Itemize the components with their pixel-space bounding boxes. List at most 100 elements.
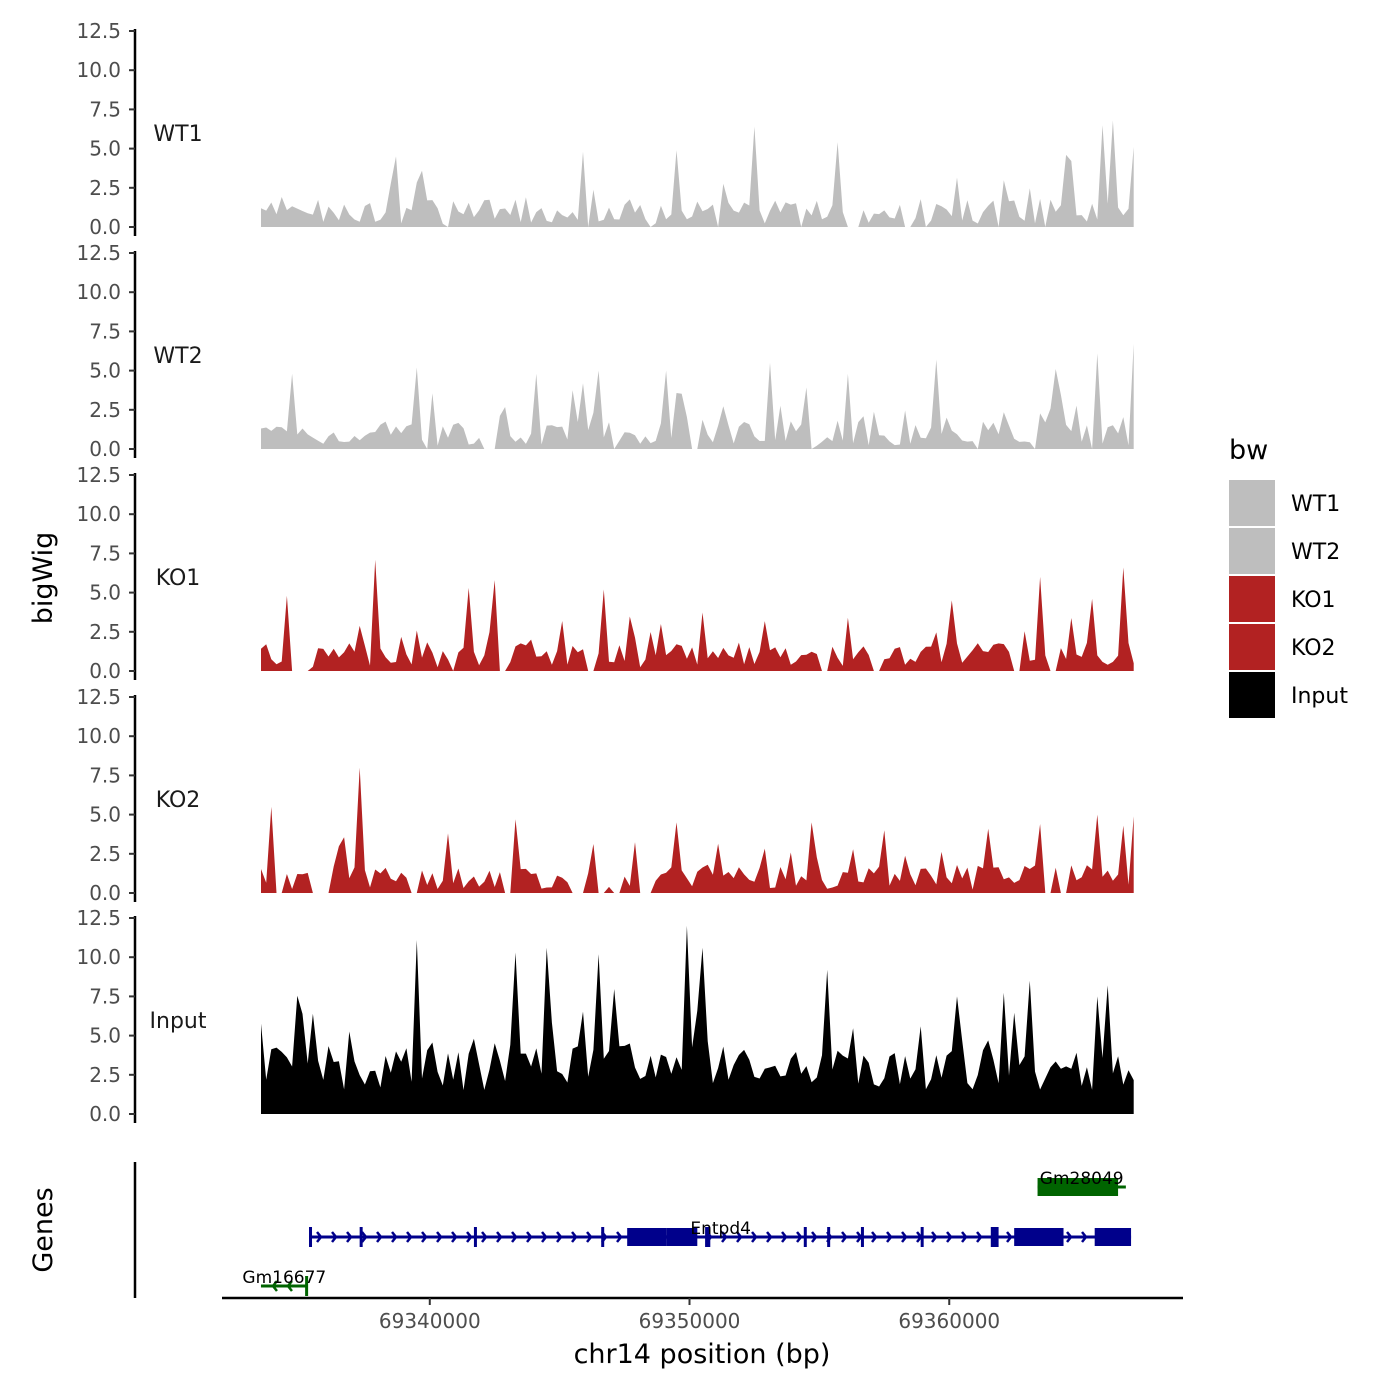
gene-models: Gm28049 Entpd4 Gm16677 — [242, 1169, 1132, 1296]
strand-arrow — [1081, 1231, 1088, 1243]
coverage-area — [261, 767, 1134, 893]
legend-swatch — [1229, 528, 1275, 574]
legend-entry-wt2: WT2 — [1229, 528, 1340, 574]
y-tick-label: 2.5 — [89, 842, 121, 866]
gene-exon — [705, 1227, 711, 1247]
legend-label: Input — [1291, 684, 1348, 709]
y-tick-label: 2.5 — [89, 176, 121, 200]
strand-arrow — [316, 1231, 323, 1243]
legend-swatch — [1229, 624, 1275, 670]
legend-label: KO2 — [1291, 636, 1336, 661]
gene-exon — [309, 1227, 313, 1247]
y-tick-label: 7.5 — [89, 541, 121, 565]
y-axis-title: bigWig — [28, 532, 59, 625]
track-label: Input — [150, 1009, 207, 1034]
strand-arrow — [871, 1231, 878, 1243]
y-tick-label: 10.0 — [76, 945, 121, 969]
gene-label: Gm16677 — [242, 1268, 326, 1288]
gene-exon — [627, 1228, 667, 1246]
strand-arrow — [1006, 1231, 1013, 1243]
y-tick-label: 7.5 — [89, 97, 121, 121]
gene-exon — [1094, 1228, 1132, 1246]
legend: bw WT1 WT2 KO1 KO2 Input — [1229, 435, 1348, 718]
strand-arrow — [271, 1280, 278, 1292]
strand-arrow — [466, 1231, 473, 1243]
strand-arrow — [496, 1231, 503, 1243]
strand-arrow — [331, 1231, 338, 1243]
strand-arrow — [391, 1231, 398, 1243]
strand-arrow — [526, 1231, 533, 1243]
gene-exon — [990, 1227, 999, 1247]
gene-exon — [601, 1227, 605, 1247]
x-axis-ticks: 69340000 69350000 69360000 — [379, 1298, 1000, 1333]
gene-gm28049: Gm28049 — [1037, 1169, 1126, 1196]
y-tick-label: 2.5 — [89, 1063, 121, 1087]
y-tick-label: 10.0 — [76, 280, 121, 304]
gene-label: Gm28049 — [1040, 1169, 1124, 1189]
y-tick-label: 10.0 — [76, 58, 121, 82]
strand-arrow — [406, 1231, 413, 1243]
strand-arrow — [511, 1231, 518, 1243]
strand-arrow — [481, 1231, 488, 1243]
legend-label: KO1 — [1291, 588, 1336, 613]
legend-label: WT2 — [1291, 540, 1340, 565]
x-axis-title: chr14 position (bp) — [574, 1339, 831, 1370]
legend-entry-wt1: WT1 — [1229, 480, 1340, 526]
y-tick-label: 5.0 — [89, 581, 121, 605]
y-tick-label: 12.5 — [76, 685, 121, 709]
gene-exon — [920, 1227, 924, 1247]
strand-arrow — [361, 1231, 368, 1243]
y-tick-label: 0.0 — [89, 1102, 121, 1126]
x-tick-label: 69360000 — [898, 1309, 1000, 1333]
y-tick-label: 2.5 — [89, 398, 121, 422]
y-tick-label: 12.5 — [76, 906, 121, 930]
strand-arrow — [571, 1231, 578, 1243]
gene-gm16677: Gm16677 — [242, 1268, 326, 1296]
legend-entry-input: Input — [1229, 672, 1348, 718]
gene-exon — [1014, 1228, 1064, 1246]
y-tick-label: 5.0 — [89, 137, 121, 161]
strand-arrow — [541, 1231, 548, 1243]
gene-label: Entpd4 — [690, 1219, 751, 1239]
strand-arrow — [976, 1231, 983, 1243]
y-tick-label: 12.5 — [76, 463, 121, 487]
strand-arrow — [781, 1231, 788, 1243]
gene-exon — [666, 1228, 698, 1246]
y-tick-label: 0.0 — [89, 881, 121, 905]
strand-arrow — [376, 1231, 383, 1243]
genes-panel-title: Genes — [28, 1187, 59, 1272]
legend-entry-ko1: KO1 — [1229, 576, 1336, 622]
y-tick-label: 10.0 — [76, 724, 121, 748]
x-axis: 69340000 69350000 69360000 chr14 position … — [222, 1296, 1183, 1370]
track-ko2: 0.0 2.5 5.0 7.5 10.0 12.5 KO2 — [76, 685, 1134, 905]
strand-arrow — [451, 1231, 458, 1243]
strand-arrow — [586, 1231, 593, 1243]
strand-arrow — [901, 1231, 908, 1243]
legend-label: WT1 — [1291, 492, 1340, 517]
strand-arrow — [751, 1231, 758, 1243]
coverage-area — [261, 925, 1134, 1114]
y-tick-label: 5.0 — [89, 1024, 121, 1048]
strand-arrow — [421, 1231, 428, 1243]
gene-exon — [827, 1227, 831, 1247]
legend-swatch — [1229, 672, 1275, 718]
y-tick-label: 7.5 — [89, 984, 121, 1008]
coverage-area — [261, 343, 1134, 449]
y-tick-label: 0.0 — [89, 659, 121, 683]
legend-entries: WT1 WT2 KO1 KO2 Input — [1229, 480, 1348, 718]
x-tick-label: 69350000 — [639, 1309, 741, 1333]
coverage-area — [261, 559, 1134, 671]
strand-arrow — [946, 1231, 953, 1243]
track-label: WT1 — [153, 122, 202, 147]
strand-arrow — [1066, 1231, 1073, 1243]
strand-arrow — [766, 1231, 773, 1243]
x-tick-label: 69340000 — [379, 1309, 481, 1333]
y-tick-label: 5.0 — [89, 803, 121, 827]
legend-swatch — [1229, 576, 1275, 622]
strand-arrow — [346, 1231, 353, 1243]
track-label: KO1 — [156, 566, 201, 591]
signal-tracks: 0.0 2.5 5.0 7.5 10.0 12.5 WT1 0.0 2.5 5.0 7.5 10.0 1… — [76, 19, 1134, 1126]
gene-exon — [860, 1227, 864, 1247]
gene-exon — [473, 1227, 477, 1247]
